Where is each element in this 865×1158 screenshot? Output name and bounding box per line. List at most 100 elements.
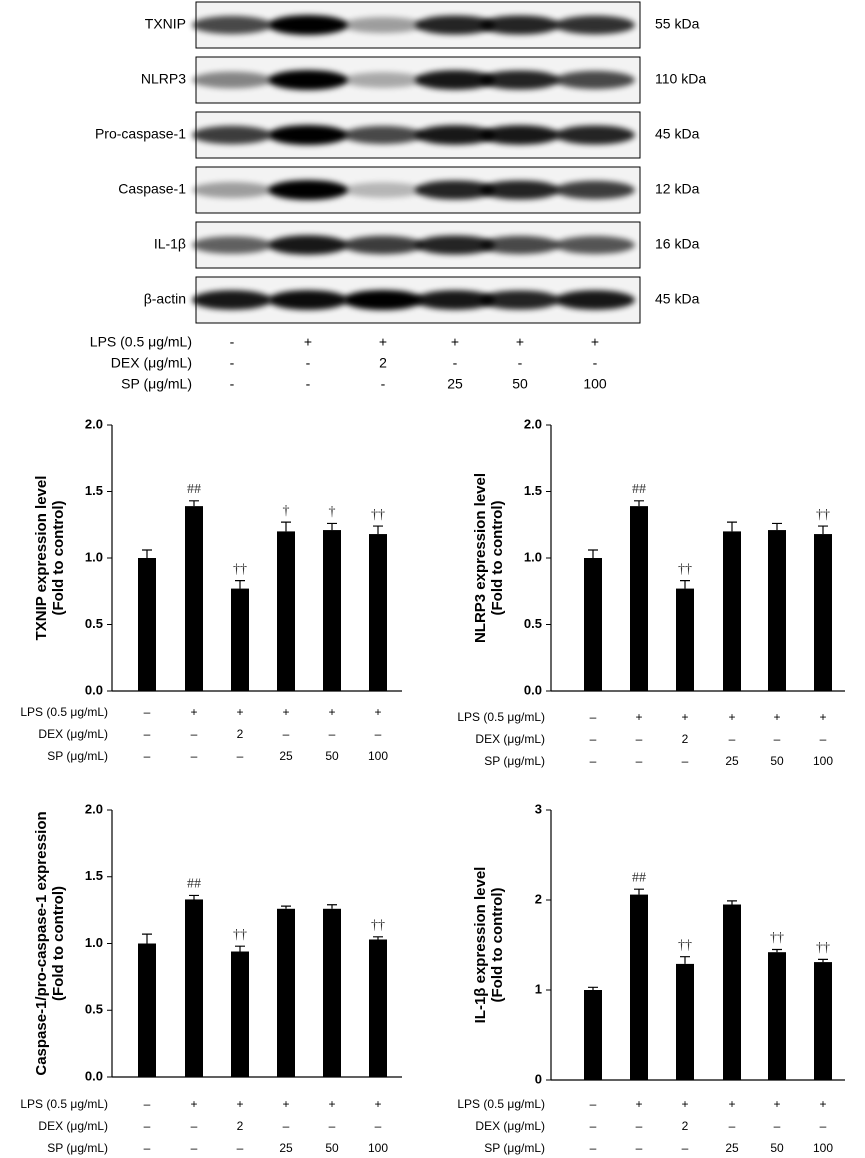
error-bar bbox=[772, 522, 782, 531]
treatment-value: + bbox=[773, 1097, 780, 1111]
blot-band bbox=[343, 16, 423, 34]
significance-mark: †† bbox=[816, 507, 830, 522]
treatment-value: – bbox=[682, 1141, 689, 1155]
error-bar bbox=[235, 580, 245, 589]
blot-size-label: 55 kDa bbox=[655, 16, 700, 32]
treatment-value: 50 bbox=[325, 749, 339, 763]
treatment-value: - bbox=[453, 355, 458, 371]
blot-row-label: TXNIP bbox=[145, 16, 186, 32]
blot-band bbox=[480, 180, 560, 200]
blot-band bbox=[415, 235, 495, 255]
treatment-value: – bbox=[144, 1141, 151, 1155]
blot-band bbox=[480, 15, 560, 35]
treatment-value: 2 bbox=[682, 1119, 689, 1133]
treatment-value: + bbox=[516, 334, 524, 350]
blot-size-label: 110 kDa bbox=[655, 71, 706, 87]
error-bar bbox=[680, 956, 690, 964]
treatment-value: + bbox=[328, 705, 335, 719]
treatment-value: – bbox=[375, 727, 382, 741]
bar bbox=[584, 990, 602, 1080]
blot-band bbox=[555, 180, 635, 200]
treatment-value: - bbox=[306, 376, 311, 392]
bar bbox=[768, 952, 786, 1080]
treatment-label: DEX (μg/mL) bbox=[475, 732, 545, 746]
y-tick-label: 0.0 bbox=[85, 1068, 103, 1083]
significance-mark: ## bbox=[187, 877, 201, 892]
treatment-value: – bbox=[590, 1141, 597, 1155]
significance-mark: ## bbox=[187, 482, 201, 497]
blot-band bbox=[415, 125, 495, 145]
treatment-value: + bbox=[374, 705, 381, 719]
treatment-label: DEX (μg/mL) bbox=[38, 727, 108, 741]
significance-mark: †† bbox=[233, 562, 247, 577]
y-axis-label: IL-1β expression level bbox=[472, 867, 489, 1024]
blot-band bbox=[480, 70, 560, 90]
y-tick-label: 2 bbox=[535, 891, 542, 906]
treatment-value: + bbox=[591, 334, 599, 350]
treatment-value: – bbox=[729, 1119, 736, 1133]
y-tick-label: 1.0 bbox=[524, 549, 542, 564]
bar bbox=[676, 588, 694, 691]
treatment-value: – bbox=[283, 727, 290, 741]
bar bbox=[185, 899, 203, 1077]
significance-mark: †† bbox=[371, 507, 385, 522]
y-tick-label: 3 bbox=[535, 801, 542, 816]
bar bbox=[630, 894, 648, 1080]
treatment-value: + bbox=[374, 1097, 381, 1111]
bar bbox=[768, 530, 786, 691]
bar bbox=[231, 588, 249, 691]
treatment-label: LPS (0.5 μg/mL) bbox=[20, 1097, 108, 1111]
error-bar bbox=[634, 500, 644, 507]
y-tick-label: 1.5 bbox=[85, 868, 103, 883]
blot-band bbox=[268, 180, 348, 200]
bar bbox=[138, 943, 156, 1077]
blot-band bbox=[343, 72, 423, 88]
treatment-value: 100 bbox=[368, 749, 388, 763]
error-bar bbox=[588, 986, 598, 990]
blot-band bbox=[268, 70, 348, 90]
treatment-value: + bbox=[819, 1097, 826, 1111]
bar bbox=[277, 531, 295, 691]
treatment-value: + bbox=[728, 1097, 735, 1111]
treatment-value: – bbox=[729, 732, 736, 746]
treatment-value: – bbox=[283, 1119, 290, 1133]
treatment-value: 100 bbox=[813, 1141, 833, 1155]
significance-mark: †† bbox=[816, 941, 830, 956]
blot-band bbox=[555, 125, 635, 145]
blot-band bbox=[268, 15, 348, 35]
significance-mark: †† bbox=[371, 918, 385, 933]
treatment-value: 2 bbox=[682, 732, 689, 746]
treatment-label: LPS (0.5 μg/mL) bbox=[457, 1097, 545, 1111]
significance-mark: †† bbox=[770, 931, 784, 946]
error-bar bbox=[142, 933, 152, 944]
bar bbox=[723, 904, 741, 1080]
treatment-value: – bbox=[820, 1119, 827, 1133]
error-bar bbox=[634, 888, 644, 895]
treatment-label: LPS (0.5 μg/mL) bbox=[20, 705, 108, 719]
treatment-value: – bbox=[237, 749, 244, 763]
y-tick-label: 0.0 bbox=[85, 682, 103, 697]
blot-band bbox=[480, 290, 560, 310]
treatment-value: 25 bbox=[447, 376, 463, 392]
blot-row-label: Pro-caspase-1 bbox=[95, 126, 186, 142]
y-tick-label: 0.5 bbox=[85, 616, 103, 631]
treatment-value: – bbox=[191, 727, 198, 741]
treatment-value: – bbox=[636, 1141, 643, 1155]
blot-row-label: β-actin bbox=[144, 291, 186, 307]
bar bbox=[584, 558, 602, 691]
significance-mark: ## bbox=[632, 482, 646, 497]
error-bar bbox=[818, 958, 828, 963]
treatment-value: 100 bbox=[813, 754, 833, 768]
treatment-value: – bbox=[191, 1119, 198, 1133]
treatment-value: + bbox=[451, 334, 459, 350]
treatment-label: DEX (μg/mL) bbox=[475, 1119, 545, 1133]
bar bbox=[676, 963, 694, 1080]
treatment-value: – bbox=[375, 1119, 382, 1133]
error-bar bbox=[327, 904, 337, 909]
blot-band bbox=[480, 235, 560, 255]
blot-band bbox=[555, 236, 635, 254]
treatment-value: – bbox=[820, 732, 827, 746]
blot-band bbox=[268, 290, 348, 310]
treatment-label: SP (μg/mL) bbox=[121, 376, 192, 392]
